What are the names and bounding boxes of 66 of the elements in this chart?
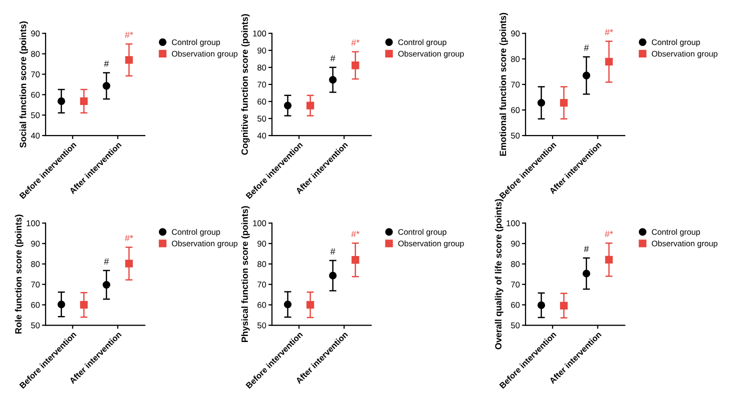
- legend-label: Observation group: [172, 240, 238, 248]
- y-tick-label: 60: [31, 92, 40, 98]
- y-axis-title: Physical function score (points): [241, 206, 250, 342]
- y-tick-label: 60: [511, 302, 520, 308]
- annotation: #: [330, 248, 336, 254]
- y-tick-label: 70: [31, 71, 40, 78]
- y-tick-label: 100: [506, 220, 520, 226]
- y-tick-label: 90: [511, 240, 520, 247]
- annotation: #: [104, 60, 109, 67]
- legend-label: Control group: [398, 228, 446, 236]
- y-tick-label: 60: [258, 98, 266, 105]
- annotation: #*: [351, 40, 360, 46]
- y-tick-label: 100: [253, 220, 266, 226]
- y-tick-label: 90: [31, 240, 40, 247]
- annotation: #*: [604, 230, 614, 238]
- y-tick-label: 40: [257, 132, 266, 139]
- y-tick-label: 60: [31, 302, 40, 308]
- legend-label: Observation group: [398, 50, 464, 58]
- y-tick-label: 60: [511, 107, 520, 114]
- y-axis-title: Emotional function score (points): [500, 12, 508, 156]
- y-tick-label: 40: [30, 132, 40, 139]
- annotation: #: [104, 258, 109, 264]
- y-tick-label: 50: [257, 116, 266, 122]
- legend-label: Observation group: [172, 50, 238, 58]
- y-tick-label: 60: [258, 302, 266, 308]
- annotation: #*: [124, 32, 134, 38]
- annotation: #: [584, 246, 589, 252]
- y-tick-label: 90: [258, 240, 266, 247]
- y-tick-label: 80: [257, 64, 266, 71]
- legend-label: Control group: [398, 39, 446, 47]
- annotation: #*: [604, 29, 614, 36]
- y-axis-title: Cognitive function score (points): [241, 14, 250, 155]
- y-axis-title: Social function score (points): [20, 21, 28, 148]
- legend-label: Control group: [172, 228, 220, 236]
- y-tick-label: 70: [31, 282, 40, 288]
- legend-label: Observation group: [398, 240, 464, 248]
- y-tick-label: 50: [511, 132, 520, 139]
- legend-label: Observation group: [652, 240, 718, 248]
- y-tick-label: 100: [253, 30, 266, 36]
- y-tick-label: 50: [31, 322, 40, 328]
- annotation: #: [584, 44, 589, 51]
- y-tick-label: 90: [31, 30, 40, 36]
- y-tick-label: 90: [258, 48, 266, 54]
- y-axis-title: Role function score (points): [14, 214, 24, 334]
- legend-label: Control group: [652, 39, 700, 47]
- y-tick-label: 50: [31, 112, 40, 118]
- y-tick-label: 80: [257, 261, 266, 268]
- y-axis-title: Overall quality of life score (points): [494, 199, 504, 350]
- y-tick-label: 70: [511, 82, 520, 88]
- y-tick-label: 70: [511, 282, 520, 288]
- y-tick-label: 50: [257, 322, 266, 328]
- legend-label: Control group: [172, 39, 220, 47]
- legend-label: Observation group: [652, 50, 718, 58]
- annotation: #*: [124, 234, 134, 242]
- legend-label: Control group: [652, 228, 700, 236]
- y-tick-label: 80: [511, 261, 520, 268]
- annotation: #: [330, 55, 336, 62]
- y-tick-label: 70: [258, 82, 266, 88]
- y-tick-label: 100: [26, 220, 40, 226]
- y-tick-label: 50: [511, 322, 520, 328]
- y-tick-label: 90: [511, 30, 520, 36]
- y-tick-label: 70: [258, 282, 266, 288]
- y-tick-label: 80: [511, 56, 520, 62]
- y-tick-label: 80: [31, 261, 40, 268]
- y-tick-label: 80: [31, 50, 40, 57]
- annotation: #*: [351, 230, 360, 238]
